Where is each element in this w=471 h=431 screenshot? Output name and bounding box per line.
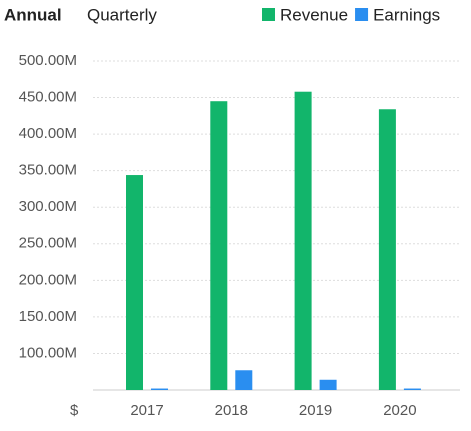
bar [126, 175, 143, 390]
tab-quarterly[interactable]: Quarterly [87, 5, 157, 24]
x-tick-label: 2020 [383, 402, 416, 419]
y-tick-label: 100.00M [19, 344, 77, 361]
y-tick-label: 450.00M [19, 89, 77, 106]
tab-annual[interactable]: Annual [4, 5, 62, 24]
y-tick-label: 500.00M [19, 52, 77, 69]
y-tick-label: 150.00M [19, 308, 77, 325]
legend-label[interactable]: Earnings [373, 5, 440, 24]
legend-label[interactable]: Revenue [280, 5, 348, 24]
y-tick-label: 400.00M [19, 125, 77, 142]
bar [235, 370, 253, 390]
x-tick-label: 2019 [299, 402, 332, 419]
bar [151, 388, 168, 390]
legend-swatch[interactable] [355, 8, 369, 21]
currency-label: $ [70, 402, 79, 419]
bar [319, 379, 337, 390]
x-tick-label: 2017 [130, 402, 163, 419]
y-tick-label: 250.00M [19, 235, 77, 252]
bar [294, 91, 312, 390]
y-tick-label: 200.00M [19, 271, 77, 288]
bar [378, 109, 396, 391]
x-tick-label: 2018 [215, 402, 248, 419]
bar [210, 101, 228, 390]
y-tick-label: 300.00M [19, 198, 77, 215]
y-tick-label: 350.00M [19, 162, 77, 179]
legend-swatch[interactable] [262, 8, 275, 21]
bar [403, 388, 421, 390]
